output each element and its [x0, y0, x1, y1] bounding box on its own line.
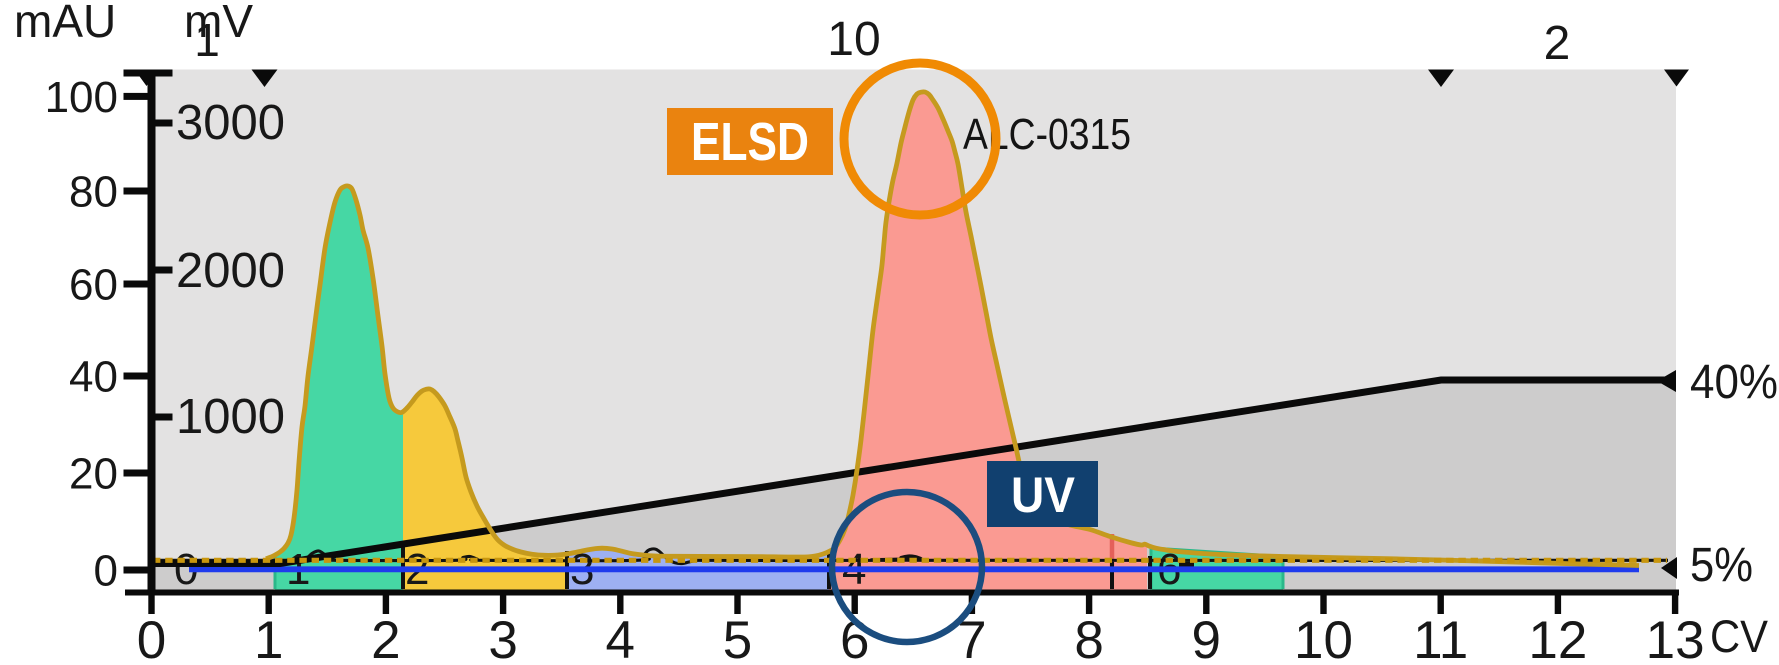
svg-text:CV: CV — [1710, 611, 1768, 662]
svg-text:3000: 3000 — [176, 96, 285, 150]
svg-text:10: 10 — [827, 13, 880, 66]
svg-text:2000: 2000 — [176, 244, 285, 298]
svg-text:2: 2 — [371, 611, 400, 665]
svg-text:5%: 5% — [1690, 539, 1753, 592]
svg-text:1000: 1000 — [176, 390, 285, 444]
svg-text:12: 12 — [1528, 611, 1587, 665]
svg-text:5: 5 — [723, 611, 752, 665]
svg-text:60: 60 — [69, 261, 118, 310]
svg-text:0: 0 — [137, 611, 166, 665]
svg-text:13: 13 — [1646, 611, 1705, 665]
svg-text:0: 0 — [94, 547, 118, 596]
svg-text:1: 1 — [194, 14, 220, 66]
svg-text:11: 11 — [1413, 611, 1468, 665]
svg-text:8: 8 — [1074, 611, 1103, 665]
svg-text:80: 80 — [69, 168, 118, 217]
svg-text:10: 10 — [1294, 611, 1353, 665]
svg-text:4: 4 — [606, 611, 635, 665]
svg-text:20: 20 — [69, 450, 118, 499]
svg-text:UV: UV — [1011, 467, 1076, 523]
svg-text:1: 1 — [254, 611, 283, 665]
svg-text:3: 3 — [488, 611, 517, 665]
svg-text:100: 100 — [45, 73, 118, 122]
svg-text:2: 2 — [1544, 17, 1571, 70]
svg-text:40: 40 — [69, 353, 118, 402]
svg-text:mAU: mAU — [14, 0, 116, 47]
svg-text:mV: mV — [184, 0, 253, 47]
svg-text:40%: 40% — [1690, 356, 1778, 409]
svg-text:9: 9 — [1192, 611, 1221, 665]
svg-text:ELSD: ELSD — [691, 112, 809, 172]
